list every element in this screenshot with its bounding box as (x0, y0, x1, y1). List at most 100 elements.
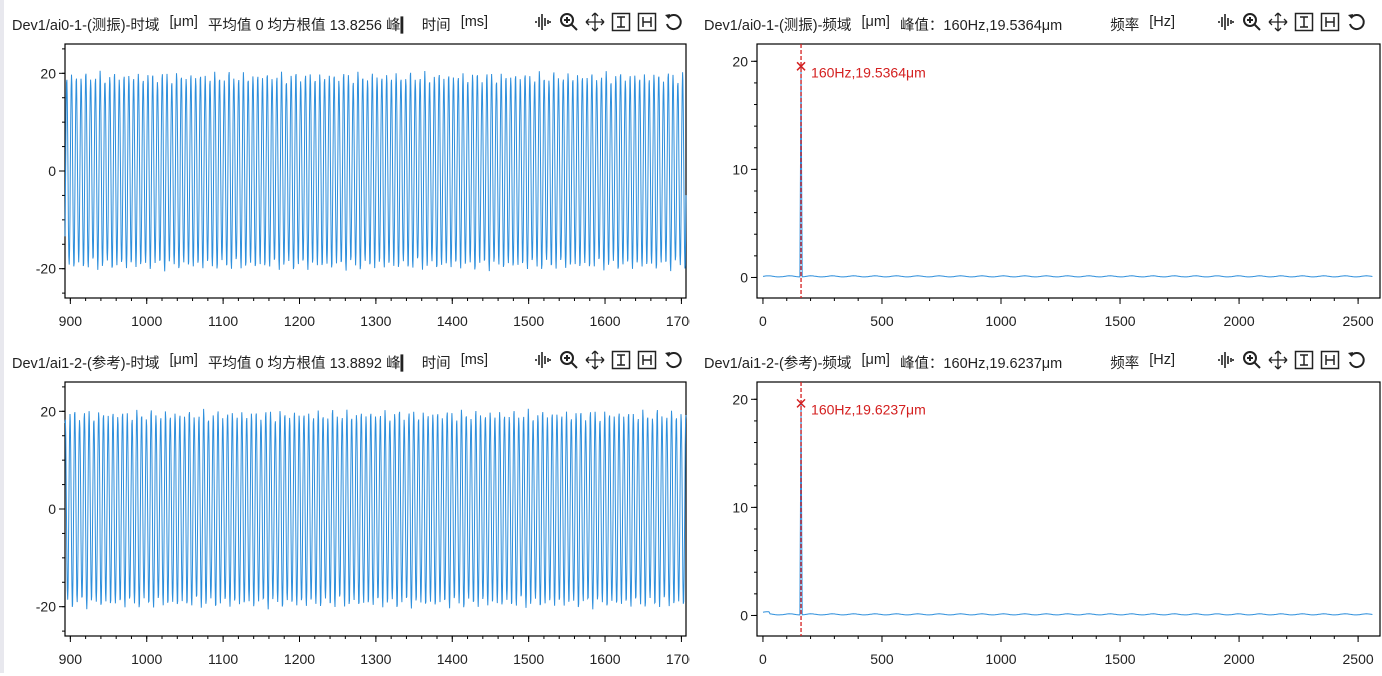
waveform-icon[interactable] (1216, 12, 1236, 32)
pan-icon[interactable] (585, 12, 605, 32)
panel-title: Dev1/ai0-1-(测振)-时域 (12, 18, 160, 34)
y-unit: [μm] (861, 14, 890, 30)
x-tick-label: 1200 (284, 313, 315, 329)
toolbar (1216, 12, 1366, 32)
x-tick-label: 1000 (985, 651, 1016, 667)
panel-title: Dev1/ai1-2-(参考)-频域 (704, 356, 852, 372)
y-unit: [μm] (861, 352, 890, 368)
waveform-line (64, 408, 687, 610)
time-panel: Dev1/ai0-1-(测振)-时域 [μm] 平均值 0 均方根值 13.8256… (0, 0, 690, 338)
y-unit: [μm] (169, 14, 198, 30)
panel-header: Dev1/ai0-1-(测振)-时域 [μm] 平均值 0 均方根值 13.8256… (12, 14, 498, 35)
chart[interactable]: 900 1000 1100 1200 1300 1400 1500 1600 1700 -20 0 2… (0, 338, 690, 676)
y-tick-label: 0 (740, 269, 748, 285)
x-tick-label: 1700 (666, 313, 690, 329)
waveform-icon[interactable] (533, 350, 553, 370)
x-tick-label: 2000 (1223, 313, 1254, 329)
x-tick-label: 1300 (360, 313, 391, 329)
pan-icon[interactable] (1268, 350, 1288, 370)
stats-text: 峰值：160Hz,19.6237μm (899, 356, 1063, 372)
cursor-h-icon[interactable] (1320, 12, 1340, 32)
toolbar (1216, 350, 1366, 370)
x-tick-label: 900 (59, 313, 83, 329)
x-tick-label: 500 (870, 313, 894, 329)
zoom-in-icon[interactable] (559, 350, 579, 370)
pan-icon[interactable] (585, 350, 605, 370)
y-tick-label: -20 (36, 599, 56, 615)
x-tick-label: 1100 (208, 651, 238, 667)
x-tick-label: 1000 (131, 313, 162, 329)
stats-text: 平均值 0 均方根值 13.8256 峰▎ (207, 18, 412, 34)
x-tick-label: 1000 (985, 313, 1016, 329)
spectrum-line (762, 403, 1373, 616)
zoom-in-icon[interactable] (559, 12, 579, 32)
chart[interactable]: 0 500 1000 1500 2000 2500 0 10 20 160Hz,19.5364μm (692, 0, 1382, 338)
y-tick-label: 20 (40, 403, 56, 419)
plot-frame (756, 381, 1381, 637)
x-tick-label: 1500 (513, 313, 544, 329)
panel-title: Dev1/ai0-1-(测振)-频域 (704, 18, 852, 34)
panel-title: Dev1/ai1-2-(参考)-时域 (12, 356, 160, 372)
pan-icon[interactable] (1268, 12, 1288, 32)
y-tick-label: 0 (740, 607, 748, 623)
toolbar (533, 12, 683, 32)
chart[interactable]: 900 1000 1100 1200 1300 1400 1500 1600 1700 -20 0 2… (0, 0, 690, 338)
panel-header: Dev1/ai1-2-(参考)-时域 [μm] 平均值 0 均方根值 13.8892… (12, 352, 498, 373)
reset-icon[interactable] (663, 350, 683, 370)
y-tick-label: 0 (48, 501, 56, 517)
peak-marker (796, 61, 806, 71)
cursor-h-icon[interactable] (1320, 350, 1340, 370)
spectrum-line (762, 66, 1373, 278)
x-tick-label: 1400 (437, 313, 468, 329)
toolbar (533, 350, 683, 370)
x-tick-label: 0 (759, 651, 767, 667)
y-tick-label: 20 (40, 65, 56, 81)
stats-text: 峰值：160Hz,19.5364μm (899, 18, 1063, 34)
peak-label: 160Hz,19.5364μm (811, 64, 926, 80)
x-unit: [ms] (460, 352, 489, 368)
peak-marker (796, 398, 806, 408)
x-tick-label: 1600 (589, 651, 620, 667)
y-tick-label: -20 (36, 261, 56, 277)
cursor-h-icon[interactable] (637, 12, 657, 32)
waveform-icon[interactable] (533, 12, 553, 32)
stats-text: 平均值 0 均方根值 13.8892 峰▎ (207, 356, 412, 372)
x-tick-label: 2000 (1223, 651, 1254, 667)
zoom-in-icon[interactable] (1242, 350, 1262, 370)
y-tick-label: 10 (732, 499, 748, 515)
x-tick-label: 1500 (1104, 651, 1135, 667)
cursor-i-icon[interactable] (1294, 12, 1314, 32)
x-tick-label: 900 (59, 651, 83, 667)
x-tick-label: 1700 (666, 651, 690, 667)
reset-icon[interactable] (663, 12, 683, 32)
x-tick-label: 1100 (208, 313, 238, 329)
cursor-i-icon[interactable] (1294, 350, 1314, 370)
peak-label: 160Hz,19.6237μm (811, 401, 926, 417)
x-unit: [Hz] (1149, 352, 1176, 368)
x-axis-name: 时间 (421, 18, 451, 34)
x-tick-label: 1300 (360, 651, 391, 667)
frequency-panel: Dev1/ai1-2-(参考)-频域 [μm] 峰值：160Hz,19.6237μm… (692, 338, 1382, 676)
cursor-i-icon[interactable] (611, 12, 631, 32)
x-tick-label: 1500 (1104, 313, 1135, 329)
cursor-h-icon[interactable] (637, 350, 657, 370)
waveform-icon[interactable] (1216, 350, 1236, 370)
x-axis-name: 频率 (1110, 18, 1140, 34)
zoom-in-icon[interactable] (1242, 12, 1262, 32)
cursor-i-icon[interactable] (611, 350, 631, 370)
y-tick-label: 20 (732, 391, 748, 407)
y-unit: [μm] (169, 352, 198, 368)
x-tick-label: 1400 (437, 651, 468, 667)
y-tick-label: 20 (732, 53, 748, 69)
x-tick-label: 1200 (284, 651, 315, 667)
chart[interactable]: 0 500 1000 1500 2000 2500 0 10 20 160Hz,19.6237μm (692, 338, 1382, 676)
reset-icon[interactable] (1346, 12, 1366, 32)
x-tick-label: 0 (759, 313, 767, 329)
reset-icon[interactable] (1346, 350, 1366, 370)
panel-header: Dev1/ai1-2-(参考)-频域 [μm] 峰值：160Hz,19.6237μm… (704, 352, 1185, 373)
x-tick-label: 1000 (131, 651, 162, 667)
x-tick-label: 2500 (1343, 651, 1374, 667)
x-unit: [ms] (460, 14, 489, 30)
x-axis-name: 时间 (421, 356, 451, 372)
panel-header: Dev1/ai0-1-(测振)-频域 [μm] 峰值：160Hz,19.5364μm… (704, 14, 1185, 35)
